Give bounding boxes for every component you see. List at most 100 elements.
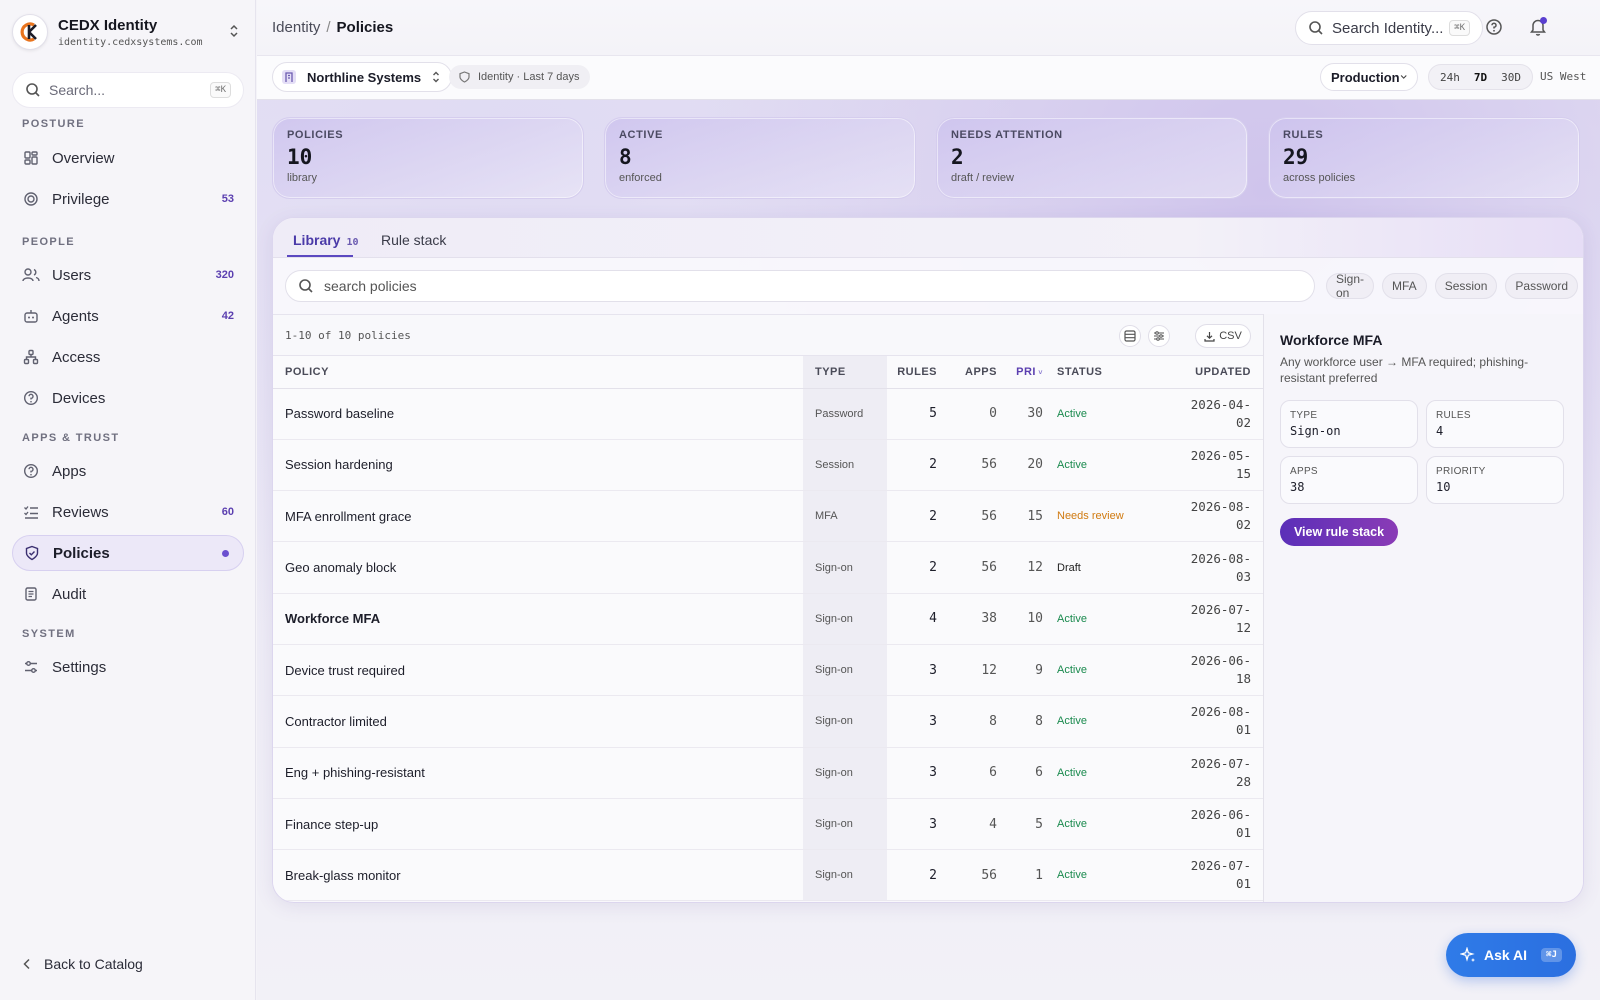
updated-day: 01 bbox=[1235, 876, 1251, 892]
breadcrumb-separator: / bbox=[326, 19, 331, 36]
chevron-left-icon bbox=[23, 958, 30, 970]
policy-search[interactable]: search policies bbox=[285, 270, 1315, 302]
sidebar-item-policies[interactable]: Policies bbox=[12, 535, 244, 571]
table-row[interactable]: Break-glass monitor Sign-on 2 56 1 Active 2026… bbox=[273, 849, 1263, 902]
section-label-people: PEOPLE bbox=[22, 236, 76, 248]
stat-sub: draft / review bbox=[951, 172, 1014, 184]
global-search-input[interactable]: Search Identity... bbox=[1332, 19, 1444, 37]
updated-day: 15 bbox=[1235, 465, 1251, 481]
sidebar-item-settings[interactable]: Settings bbox=[12, 649, 244, 685]
sidebar-item-audit[interactable]: Audit bbox=[12, 576, 244, 612]
sidebar-item-access[interactable]: Access bbox=[12, 339, 244, 375]
sidebar: CEDX Identity identity.cedxsystems.com S… bbox=[0, 0, 256, 1000]
cell-rules: 3 bbox=[887, 644, 937, 697]
stat-label: RULES bbox=[1283, 129, 1324, 141]
detail-type-box: TYPE Sign-on bbox=[1280, 400, 1418, 448]
environment-select[interactable]: Production bbox=[1320, 63, 1418, 91]
range-24h[interactable]: 24h bbox=[1440, 70, 1460, 84]
org-name: Northline Systems bbox=[307, 69, 422, 85]
cell-policy: Break-glass monitor bbox=[273, 849, 803, 902]
detail-title: Workforce MFA bbox=[1280, 332, 1383, 348]
chevron-updown-icon[interactable] bbox=[228, 23, 240, 39]
sidebar-item-reviews[interactable]: Reviews 60 bbox=[12, 494, 244, 530]
cell-status: Active bbox=[1043, 644, 1151, 697]
table-row[interactable]: Session hardening Session 2 56 20 Active 2026-… bbox=[273, 439, 1263, 492]
back-to-catalog-link[interactable]: Back to Catalog bbox=[22, 956, 143, 972]
stat-value: 2 bbox=[951, 145, 964, 169]
cell-apps: 0 bbox=[937, 388, 997, 440]
cell-updated: 2026-07- 28 bbox=[1151, 747, 1263, 799]
sidebar-search[interactable]: Search... ⌘K bbox=[12, 72, 244, 108]
filter-chip-password[interactable]: Password bbox=[1505, 273, 1579, 299]
updated-year-month: 2026-08- bbox=[1190, 550, 1251, 566]
filter-chip-mfa[interactable]: MFA bbox=[1382, 273, 1427, 299]
tab-rule-stack[interactable]: Rule stack bbox=[381, 232, 446, 248]
sidebar-item-users[interactable]: Users 320 bbox=[12, 257, 244, 293]
density-icon[interactable] bbox=[1119, 325, 1141, 347]
sidebar-search-input[interactable]: Search... bbox=[49, 82, 106, 98]
top-bar: Identity / Policies Search Identity... ⌘K bbox=[257, 0, 1600, 56]
sidebar-item-label: Users bbox=[52, 266, 92, 284]
network-icon bbox=[22, 348, 40, 366]
range-30d[interactable]: 30D bbox=[1501, 70, 1521, 84]
sliders-icon[interactable] bbox=[1148, 325, 1170, 347]
table-row[interactable]: Password baseline Password 5 0 30 Active 2026-… bbox=[273, 388, 1263, 440]
tab-library[interactable]: Library 10 bbox=[293, 232, 359, 248]
column-header-updated[interactable]: UPDATED bbox=[1151, 356, 1263, 389]
column-header-rules[interactable]: RULES bbox=[887, 356, 937, 389]
table-row[interactable]: Device trust required Sign-on 3 12 9 Active 20… bbox=[273, 644, 1263, 697]
global-search[interactable]: Search Identity... ⌘K bbox=[1295, 11, 1483, 45]
brand-domain: identity.cedxsystems.com bbox=[58, 36, 203, 48]
column-header-apps[interactable]: APPS bbox=[937, 356, 997, 389]
table-row[interactable]: MFA enrollment grace MFA 2 56 15 Needs review… bbox=[273, 490, 1263, 543]
help-icon[interactable] bbox=[1485, 18, 1503, 36]
cell-rules: 3 bbox=[887, 798, 937, 851]
tab-count: 10 bbox=[346, 237, 359, 248]
updated-day: 01 bbox=[1235, 722, 1251, 738]
sidebar-item-apps[interactable]: Apps bbox=[12, 453, 244, 489]
cell-policy: Session hardening bbox=[273, 439, 803, 492]
table-row[interactable]: Contractor limited Sign-on 3 8 8 Active 2026-0… bbox=[273, 695, 1263, 748]
column-header-type[interactable]: TYPE bbox=[803, 356, 887, 389]
filter-chip-sign-on[interactable]: Sign-on bbox=[1326, 272, 1375, 300]
cell-apps: 6 bbox=[937, 747, 997, 799]
cell-apps: 56 bbox=[937, 490, 997, 543]
org-selector[interactable]: Northline Systems bbox=[272, 62, 453, 92]
sidebar-item-privilege[interactable]: Privilege 53 bbox=[12, 181, 244, 217]
section-label-system: SYSTEM bbox=[22, 628, 76, 640]
csv-label: CSV bbox=[1219, 330, 1242, 342]
breadcrumb-root[interactable]: Identity bbox=[272, 19, 321, 36]
back-label: Back to Catalog bbox=[44, 956, 143, 972]
table-row[interactable]: Finance step-up Sign-on 3 4 5 Active 2026-06- 0… bbox=[273, 798, 1263, 851]
export-csv-button[interactable]: CSV bbox=[1195, 324, 1251, 348]
table-row[interactable]: Workforce MFA Sign-on 4 38 10 Active 2026-07- 1… bbox=[273, 593, 1263, 645]
policy-search-input[interactable]: search policies bbox=[324, 278, 417, 294]
sidebar-item-overview[interactable]: Overview bbox=[12, 140, 244, 176]
page-title: Policies bbox=[336, 19, 394, 36]
cell-rules: 2 bbox=[887, 849, 937, 902]
table-row[interactable]: Geo anomaly block Sign-on 2 56 12 Draft 2026-0… bbox=[273, 541, 1263, 594]
cell-rules: 2 bbox=[887, 439, 937, 492]
filter-chip-session[interactable]: Session bbox=[1434, 273, 1498, 299]
shortcut-hint: ⌘J bbox=[1541, 948, 1562, 962]
sidebar-item-label: Overview bbox=[52, 149, 115, 167]
tab-label: Rule stack bbox=[381, 232, 447, 248]
column-header-status[interactable]: STATUS bbox=[1043, 356, 1151, 389]
sidebar-item-devices[interactable]: Devices bbox=[12, 380, 244, 416]
sliders-icon bbox=[22, 658, 40, 676]
sidebar-item-agents[interactable]: Agents 42 bbox=[12, 298, 244, 334]
cell-status: Active bbox=[1043, 849, 1151, 902]
detail-key: APPS bbox=[1290, 466, 1318, 477]
column-header-policy[interactable]: POLICY bbox=[273, 356, 803, 389]
policies-table: POLICY TYPE RULES APPS PRI ˅ STATUS UPDA… bbox=[273, 356, 1263, 902]
policies-panel: Library 10 Rule stack search policies Sig… bbox=[272, 217, 1584, 903]
table-toolbar: 1-10 of 10 policies CSV bbox=[273, 314, 1263, 356]
workspace-switcher[interactable]: CEDX Identity identity.cedxsystems.com bbox=[12, 12, 244, 52]
table-row[interactable]: Eng + phishing-resistant Sign-on 3 6 6 Active… bbox=[273, 747, 1263, 799]
range-7d[interactable]: 7D bbox=[1473, 70, 1488, 84]
view-rule-stack-button[interactable]: View rule stack bbox=[1280, 518, 1398, 546]
cell-priority: 6 bbox=[997, 747, 1043, 799]
column-header-priority[interactable]: PRI ˅ bbox=[997, 356, 1043, 389]
ask-ai-button[interactable]: Ask AI ⌘J bbox=[1446, 933, 1576, 977]
cell-policy: Workforce MFA bbox=[273, 593, 803, 645]
